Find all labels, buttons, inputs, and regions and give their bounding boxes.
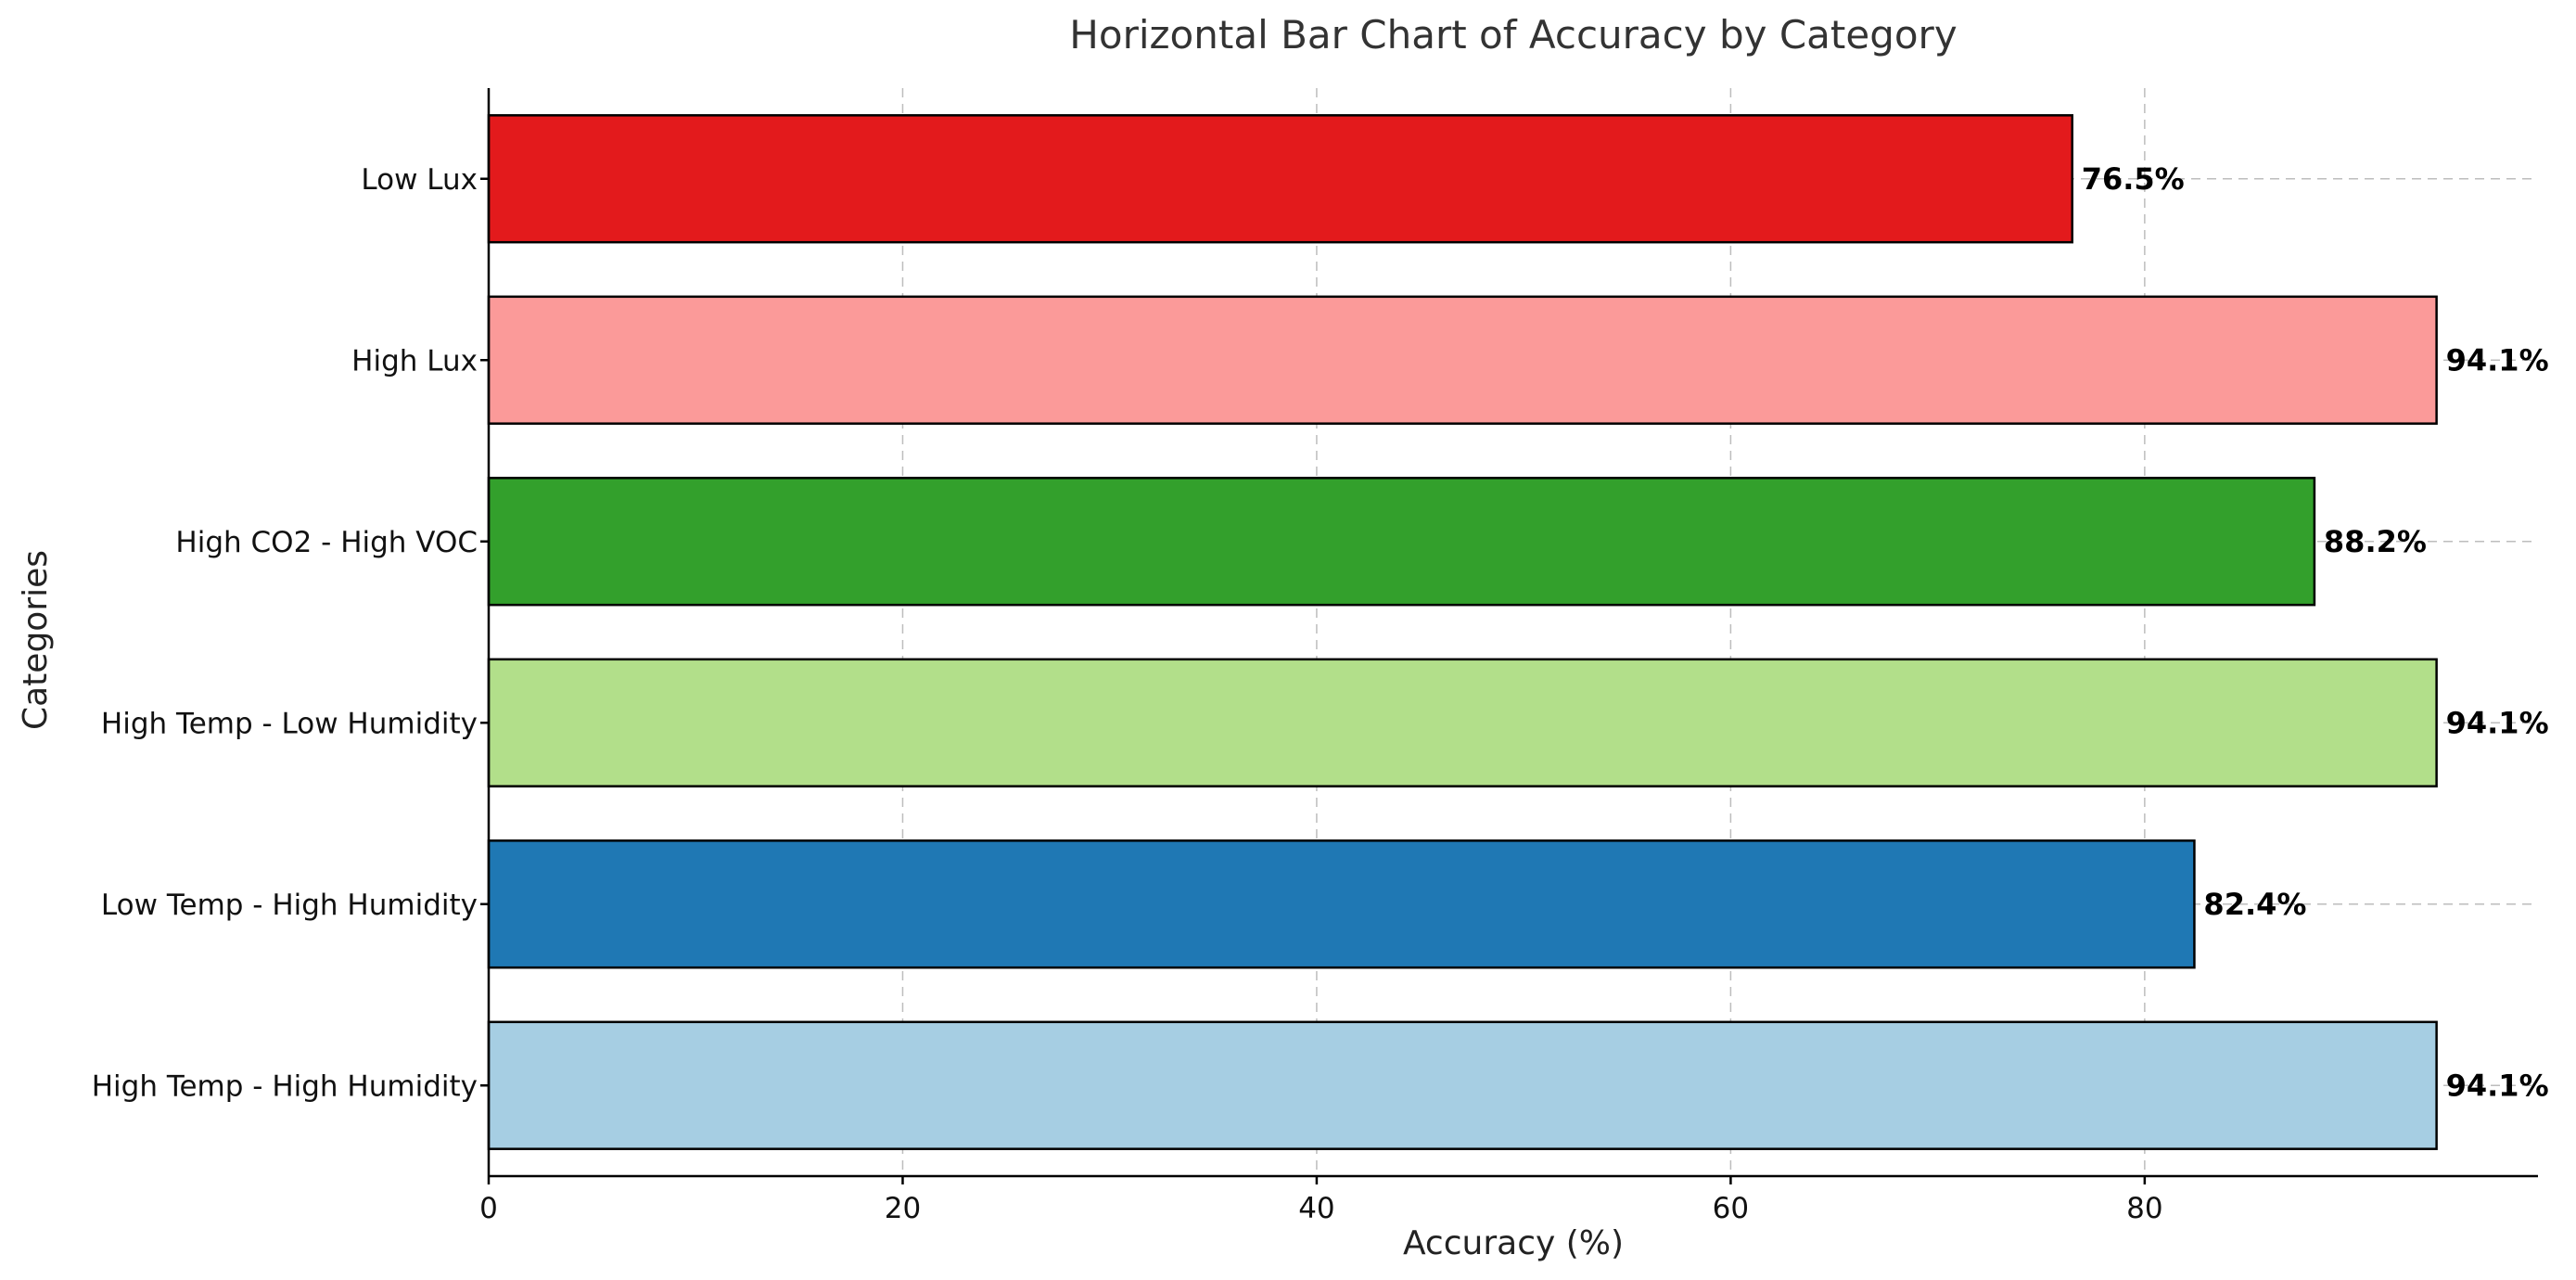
bars <box>487 114 2438 1150</box>
bar-value-label: 94.1% <box>2446 342 2549 378</box>
tick-labels: 0 20 40 60 80 High Temp - High Humidity Low Te… <box>92 163 2163 1225</box>
bar-value-label: 94.1% <box>2446 705 2549 740</box>
data-labels: 94.1% 82.4% 94.1% 88.2% 94.1% 76.5% <box>2082 161 2549 1104</box>
bar-value-label: 82.4% <box>2203 887 2306 922</box>
bar <box>487 114 2073 244</box>
bar-value-label: 94.1% <box>2446 1068 2549 1103</box>
bar <box>487 839 2196 969</box>
bar <box>487 1020 2438 1150</box>
bar <box>487 477 2316 607</box>
y-tick-label: High Temp - Low Humidity <box>101 707 478 740</box>
y-tick-label: High CO2 - High VOC <box>175 526 478 559</box>
axes <box>480 88 2538 1184</box>
x-tick-label: 40 <box>1298 1192 1334 1225</box>
chart-title: Horizontal Bar Chart of Accuracy by Cate… <box>1069 12 1957 58</box>
y-tick-label: Low Temp - High Humidity <box>101 889 478 922</box>
x-tick-label: 60 <box>1713 1192 1749 1225</box>
y-tick-label: High Lux <box>351 344 478 378</box>
x-tick-label: 80 <box>2126 1192 2162 1225</box>
y-axis-label: Categories <box>17 550 55 730</box>
y-tick-label: Low Lux <box>361 163 478 197</box>
bar-value-label: 76.5% <box>2082 161 2185 197</box>
x-tick-label: 0 <box>479 1192 498 1225</box>
bar <box>487 658 2438 787</box>
x-tick-label: 20 <box>885 1192 921 1225</box>
bar-value-label: 88.2% <box>2324 524 2427 559</box>
gridlines <box>488 88 2538 1176</box>
y-tick-label: High Temp - High Humidity <box>92 1069 478 1103</box>
bar <box>487 295 2438 425</box>
x-axis-label: Accuracy (%) <box>1403 1224 1624 1262</box>
